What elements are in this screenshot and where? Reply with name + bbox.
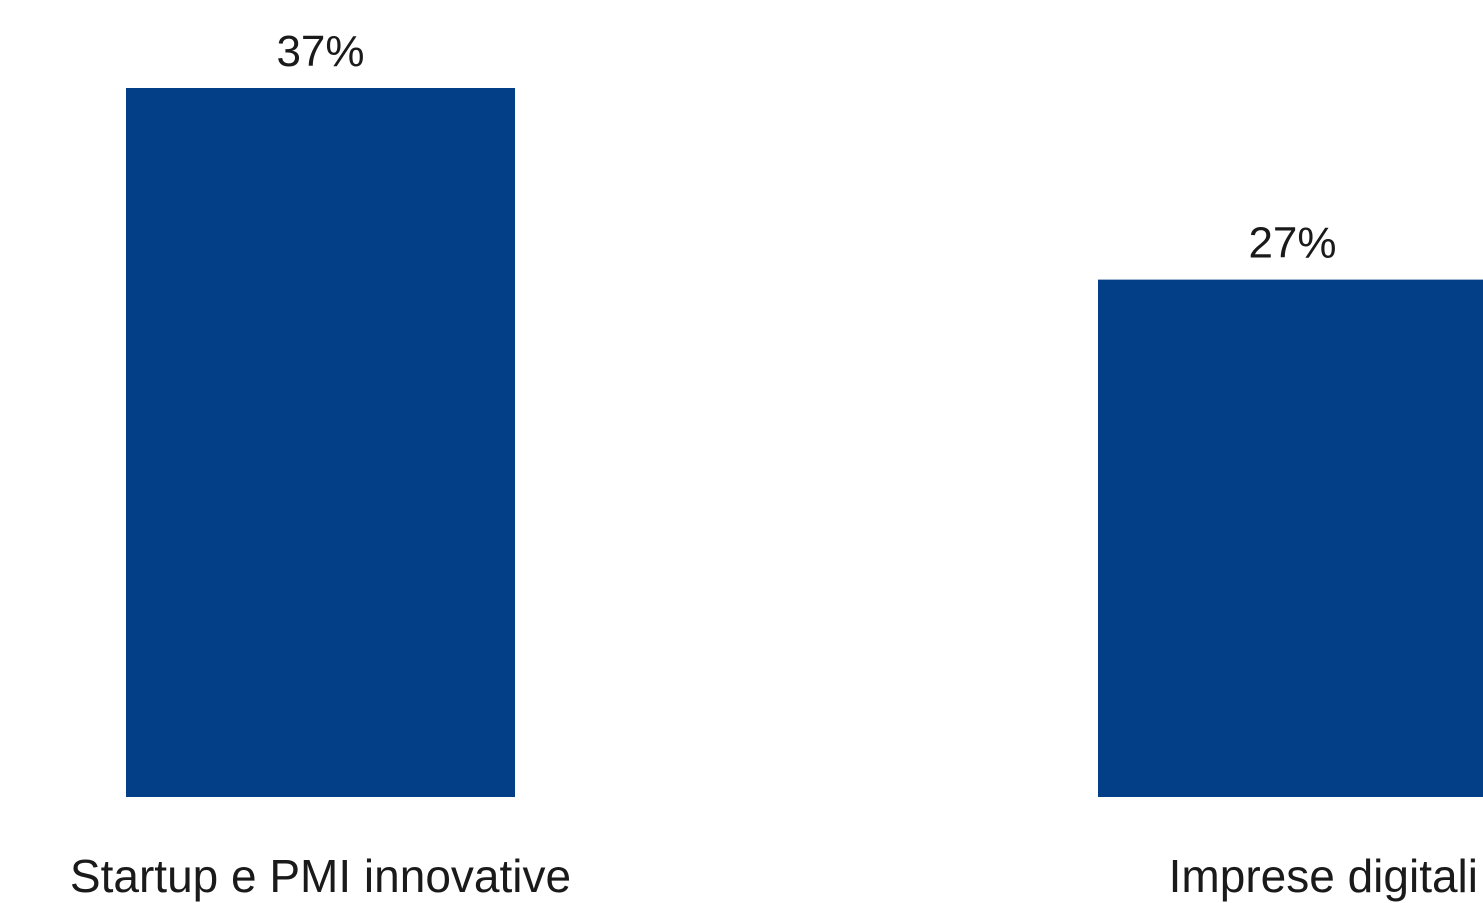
value-label-0: 37% xyxy=(276,27,364,76)
bar-0 xyxy=(126,88,515,797)
bars-group xyxy=(126,88,1483,798)
value-labels-group: 37% 27% xyxy=(276,27,1336,268)
value-label-1: 27% xyxy=(1248,219,1336,268)
category-label-0: Startup e PMI innovative xyxy=(70,850,571,902)
category-label-1: Imprese digitali xyxy=(1169,850,1478,902)
bar-1 xyxy=(1098,279,1483,798)
category-labels-group: Startup e PMI innovative Imprese digitali xyxy=(70,850,1478,902)
